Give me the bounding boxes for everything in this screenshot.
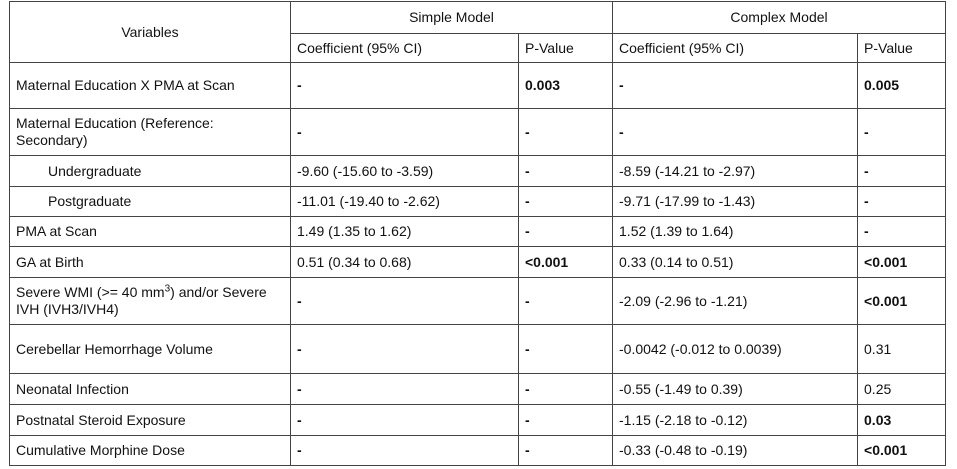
table-row: Severe WMI (>= 40 mm3) and/or Severe IVH… <box>9 277 947 325</box>
table-cell: 1.49 (1.35 to 1.62) <box>290 216 519 247</box>
table-cell: -9.60 (-15.60 to -3.59) <box>290 155 519 187</box>
table-cell: Severe WMI (>= 40 mm3) and/or Severe IVH… <box>9 277 291 325</box>
table-cell: Postgraduate <box>9 186 291 217</box>
table-row: Postgraduate -11.01 (-19.40 to -2.62) - -9.… <box>9 186 947 217</box>
table-cell: GA at Birth <box>9 246 291 278</box>
table-cell: - <box>290 277 519 325</box>
table-cell: Cerebellar Hemorrhage Volume <box>9 324 291 374</box>
table-cell: <0.001 <box>857 277 947 325</box>
table-cell: 0.51 (0.34 to 0.68) <box>290 246 519 278</box>
table-cell: 0.003 <box>517 62 614 109</box>
table-cell: -0.33 (-0.48 to -0.19) <box>612 435 859 466</box>
table-cell: - <box>517 435 614 466</box>
table-cell: Undergraduate <box>9 155 291 187</box>
table-row: Maternal Education (Reference: Secondary… <box>9 108 947 156</box>
header-row: Variables Simple Model Complex Model <box>9 1 947 63</box>
table-row: Neonatal Infection - - -0.55 (-1.49 to 0.39… <box>9 373 947 405</box>
header-cell: Simple Model <box>289 1 614 34</box>
table-cell: Neonatal Infection <box>9 373 291 405</box>
table-cell: - <box>517 277 614 325</box>
table-row: Cerebellar Hemorrhage Volume - - -0.0042 (-… <box>9 324 947 374</box>
table-cell: -9.71 (-17.99 to -1.43) <box>612 186 859 217</box>
table-cell: - <box>517 155 614 187</box>
text-segment: ) and/or Severe IVH (IVH3/IVH4) <box>16 284 267 317</box>
table-cell: - <box>290 435 519 466</box>
table-cell: -0.0042 (-0.012 to 0.0039) <box>612 324 859 374</box>
table-cell: <0.001 <box>857 246 947 278</box>
table-cell: -11.01 (-19.40 to -2.62) <box>290 186 519 217</box>
table-cell: - <box>290 108 519 156</box>
table-cell: - <box>517 404 614 436</box>
table-cell: Maternal Education (Reference: Secondary… <box>9 108 291 156</box>
table-cell: 0.25 <box>857 373 947 405</box>
text-segment: 3 <box>164 283 171 295</box>
table-cell: - <box>857 216 947 247</box>
table-cell: - <box>290 324 519 374</box>
table-cell: -0.55 (-1.49 to 0.39) <box>612 373 859 405</box>
table-cell: Cumulative Morphine Dose <box>9 435 291 466</box>
table-cell: 0.005 <box>857 62 947 109</box>
table-cell: - <box>517 216 614 247</box>
text-segment: Severe WMI (>= 40 mm <box>16 284 165 300</box>
table-row: Postnatal Steroid Exposure - - -1.15 (-2.18… <box>9 404 947 436</box>
table-cell: - <box>857 155 947 187</box>
results-table: Variables Simple Model Complex Model Coe… <box>9 1 947 466</box>
header-cell: Coefficient (95% CI) <box>290 33 519 63</box>
header-cell: P-Value <box>517 33 614 63</box>
table-cell: <0.001 <box>857 435 947 466</box>
table-cell: 1.52 (1.39 to 1.64) <box>612 216 859 247</box>
table-cell: -8.59 (-14.21 to -2.97) <box>612 155 859 187</box>
table-cell: - <box>612 62 859 109</box>
header-cell: Coefficient (95% CI) <box>612 33 859 63</box>
table-cell: - <box>612 108 859 156</box>
header-cell: Variables <box>9 1 291 63</box>
table-cell: Postnatal Steroid Exposure <box>9 404 291 436</box>
table-cell: - <box>517 324 614 374</box>
table-cell: Maternal Education X PMA at Scan <box>9 62 291 109</box>
table-cell: <0.001 <box>517 246 614 278</box>
table-cell: 0.31 <box>857 324 947 374</box>
header-cell: Complex Model <box>612 1 947 34</box>
table-cell: -2.09 (-2.96 to -1.21) <box>612 277 859 325</box>
table-cell: - <box>290 404 519 436</box>
header-row: Coefficient (95% CI) P-Value Coefficient… <box>10 33 947 63</box>
table-cell: 0.33 (0.14 to 0.51) <box>612 246 859 278</box>
table-cell: - <box>290 373 519 405</box>
table-cell: - <box>290 62 519 109</box>
table-cell: - <box>517 373 614 405</box>
table-cell: PMA at Scan <box>9 216 291 247</box>
table-cell: - <box>517 108 614 156</box>
table-body: Maternal Education X PMA at Scan -0.003-0… <box>9 62 947 466</box>
table-row: PMA at Scan 1.49 (1.35 to 1.62) -1.52 (1.3… <box>9 216 947 247</box>
table-cell: -1.15 (-2.18 to -0.12) <box>612 404 859 436</box>
table-header: Variables Simple Model Complex Model Coe… <box>9 1 947 63</box>
table-cell: - <box>857 108 947 156</box>
table-row: Undergraduate -9.60 (-15.60 to -3.59) - -8.… <box>9 155 947 187</box>
table-row: Maternal Education X PMA at Scan -0.003-0… <box>9 62 947 109</box>
table-cell: - <box>517 186 614 217</box>
table-row: GA at Birth 0.51 (0.34 to 0.68) <0.001 0.33… <box>9 246 947 278</box>
header-cell: P-Value <box>857 33 947 63</box>
table-cell: - <box>857 186 947 217</box>
table-cell: 0.03 <box>857 404 947 436</box>
table-row: Cumulative Morphine Dose - - -0.33 (-0.48 t… <box>9 435 947 466</box>
